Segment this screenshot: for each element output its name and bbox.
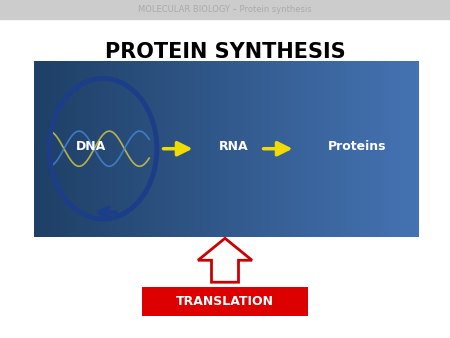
Text: RNA: RNA (219, 140, 249, 153)
Text: MOLECULAR BIOLOGY – Protein synthesis: MOLECULAR BIOLOGY – Protein synthesis (138, 5, 312, 14)
Bar (0, 0, 450, 19)
Text: TRANSLATION: TRANSLATION (176, 295, 274, 308)
Polygon shape (198, 238, 252, 282)
Bar (142, 287, 308, 316)
Text: DNA: DNA (76, 140, 107, 153)
Text: Proteins: Proteins (328, 140, 386, 153)
Text: PROTEIN SYNTHESIS: PROTEIN SYNTHESIS (105, 42, 345, 63)
